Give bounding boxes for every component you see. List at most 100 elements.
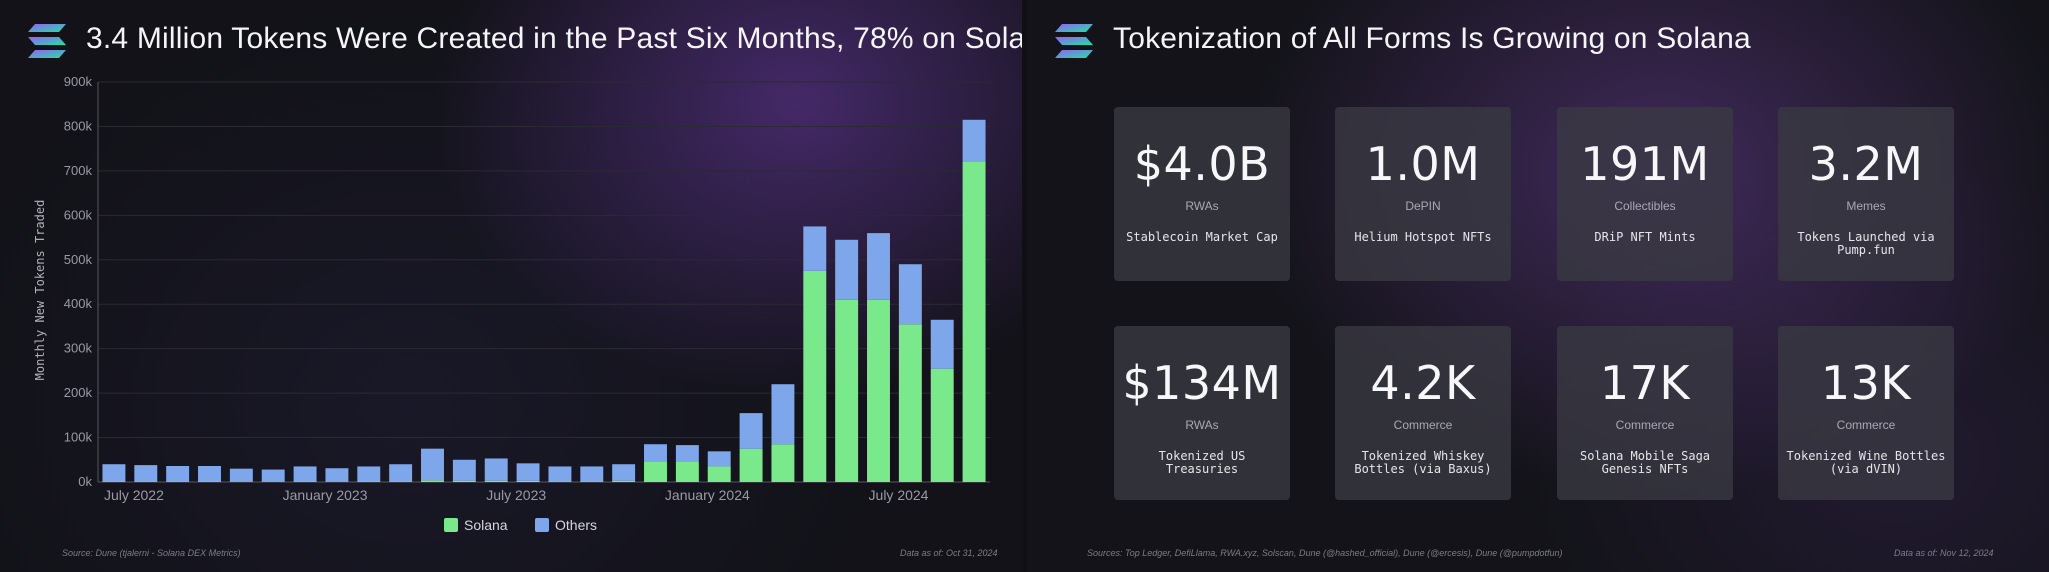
x-tick-label: July 2024 [869, 487, 929, 503]
stat-category: RWAs [1185, 199, 1219, 213]
stat-category: RWAs [1185, 418, 1219, 432]
bar-others-2023-05 [421, 448, 444, 481]
stat-category: Commerce [1836, 418, 1896, 432]
bar-solana-2024-05 [803, 270, 827, 482]
y-tick-label: 300k [64, 341, 93, 356]
stat-card-pumpfun: 3.2M Memes Tokens Launched via Pump.fun [1778, 107, 1954, 281]
stat-description: Tokenized Wine Bottles (via dVIN) [1786, 449, 1946, 476]
stat-description: Tokens Launched via Pump.fun [1797, 230, 1935, 257]
stat-description: Helium Hotspot NFTs [1354, 230, 1492, 244]
x-tick-label: January 2024 [665, 487, 750, 503]
x-tick-label: July 2022 [104, 487, 164, 503]
stat-value: 3.2M [1808, 137, 1924, 191]
bar-solana-2023-07 [484, 480, 508, 482]
bar-others-2024-08 [898, 264, 922, 325]
stat-description: DRiP NFT Mints [1594, 230, 1696, 244]
stat-value: 191M [1580, 137, 1710, 191]
left-source-note: Source: Dune (tjalerni - Solana DEX Metr… [62, 548, 241, 558]
left-chart-title: 3.4 Million Tokens Were Created in the P… [86, 22, 1022, 55]
x-tick-label: January 2023 [283, 487, 368, 503]
bar-others-2024-05 [803, 226, 827, 271]
y-tick-label: 0k [78, 474, 92, 489]
y-tick-label: 100k [64, 430, 93, 445]
legend-label-solana: Solana [464, 517, 508, 533]
bar-solana-2023-06 [452, 480, 476, 482]
stat-description: Tokenized US Treasuries [1158, 449, 1246, 476]
y-tick-label: 900k [64, 74, 93, 89]
stat-value: 1.0M [1365, 137, 1481, 191]
bar-solana-2023-11 [612, 480, 636, 482]
bar-solana-2023-09 [548, 481, 572, 482]
y-axis-label: Monthly New Tokens Traded [33, 200, 47, 381]
bar-solana-2022-07 [102, 481, 126, 482]
legend-label-others: Others [555, 517, 597, 533]
bar-others-2023-12 [644, 444, 667, 462]
stat-card-stablecoin: $4.0B RWAs Stablecoin Market Cap [1114, 107, 1290, 281]
bar-solana-2024-03 [739, 448, 763, 482]
stat-category: DePIN [1405, 199, 1441, 213]
stat-card-treasuries: $134M RWAs Tokenized US Treasuries [1114, 326, 1290, 500]
bar-solana-2022-10 [198, 481, 221, 482]
stat-category: Collectibles [1614, 199, 1676, 213]
stat-value: $134M [1122, 356, 1282, 410]
bar-others-2022-07 [102, 464, 126, 482]
bar-solana-2023-10 [580, 481, 604, 482]
bar-others-2024-04 [771, 384, 795, 445]
bar-solana-2022-08 [134, 481, 158, 482]
stat-card-wine: 13K Commerce Tokenized Wine Bottles (via… [1778, 326, 1954, 500]
bar-solana-2023-12 [644, 462, 667, 482]
bar-solana-2022-12 [261, 481, 285, 482]
bar-solana-2023-08 [516, 480, 540, 482]
bar-others-2024-06 [835, 239, 859, 300]
bar-others-2022-10 [198, 466, 221, 482]
right-source-note: Sources: Top Ledger, DefiLlama, RWA.xyz,… [1087, 548, 1563, 558]
y-tick-label: 200k [64, 385, 93, 400]
stat-description: Solana Mobile Saga Genesis NFTs [1579, 449, 1711, 476]
stat-card-saga: 17K Commerce Solana Mobile Saga Genesis … [1557, 326, 1733, 500]
bar-solana-2024-04 [771, 444, 795, 482]
stat-category: Commerce [1393, 418, 1453, 432]
left-date-note: Data as of: Oct 31, 2024 [900, 548, 998, 558]
bar-others-2023-01 [293, 466, 317, 482]
legend-swatch-others [535, 518, 549, 532]
bar-others-2023-02 [325, 468, 349, 482]
bar-others-2023-10 [580, 466, 604, 482]
bar-others-2024-10 [962, 119, 986, 162]
bar-solana-2024-06 [835, 299, 859, 482]
bar-others-2024-03 [739, 413, 763, 449]
bar-solana-2024-09 [930, 368, 954, 482]
chart-legend: Solana Others [444, 517, 597, 533]
stat-value: 4.2K [1370, 356, 1476, 410]
bar-others-2024-02 [707, 451, 731, 467]
bar-others-2024-07 [867, 233, 890, 300]
bar-solana-2023-04 [389, 481, 413, 482]
y-tick-label: 400k [64, 296, 93, 311]
stat-value: 17K [1599, 356, 1691, 410]
stat-value: $4.0B [1133, 137, 1271, 191]
left-chart-panel: 3.4 Million Tokens Were Created in the P… [0, 0, 1022, 572]
bar-others-2023-06 [452, 459, 476, 481]
y-tick-label: 700k [64, 163, 93, 178]
bar-others-2023-11 [612, 464, 636, 481]
bar-others-2023-09 [548, 466, 572, 482]
bar-others-2022-11 [229, 468, 253, 482]
bar-solana-2023-05 [421, 480, 444, 482]
stat-card-helium: 1.0M DePIN Helium Hotspot NFTs [1335, 107, 1511, 281]
legend-swatch-solana [444, 518, 458, 532]
bar-others-2022-12 [261, 469, 285, 482]
right-date-note: Data as of: Nov 12, 2024 [1894, 548, 1994, 558]
bar-others-2023-03 [357, 466, 381, 482]
bar-solana-2024-10 [962, 162, 986, 482]
bar-others-2023-04 [389, 464, 413, 482]
y-tick-label: 600k [64, 207, 93, 222]
bar-others-2022-08 [134, 465, 158, 482]
stat-category: Commerce [1615, 418, 1675, 432]
stat-description: Tokenized Whiskey Bottles (via Baxus) [1354, 449, 1492, 476]
right-stats-panel: Tokenization of All Forms Is Growing on … [1027, 0, 2049, 572]
stacked-bar-chart: 0k 100k 200k 300k 400k 500k 600k 700k 800k 900k Ju… [33, 74, 990, 533]
bar-solana-2022-11 [229, 481, 253, 482]
bar-others-2023-07 [484, 458, 508, 481]
stat-description: Stablecoin Market Cap [1126, 230, 1278, 244]
solana-logo-icon [28, 24, 66, 58]
y-tick-label: 500k [64, 252, 93, 267]
